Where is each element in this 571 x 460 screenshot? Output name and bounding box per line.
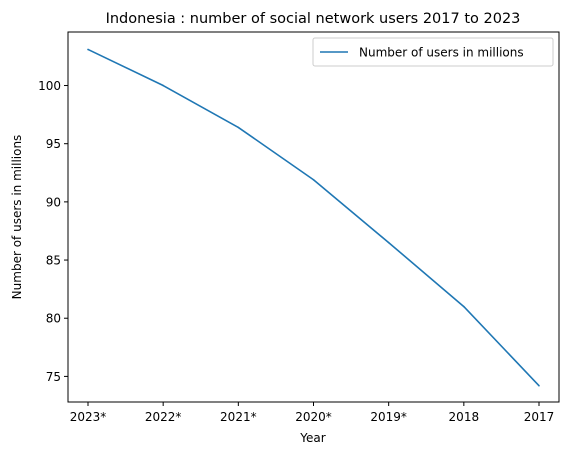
y-tick-label: 75 [46, 370, 61, 384]
x-tick-label: 2022* [145, 410, 182, 424]
data-point [388, 242, 390, 244]
y-tick-label: 90 [46, 195, 61, 209]
x-axis-label: Year [299, 431, 325, 445]
legend: Number of users in millions [313, 38, 553, 66]
legend-label: Number of users in millions [359, 46, 524, 60]
y-axis-ticks: 75 80 85 90 95 100 [38, 79, 68, 384]
x-tick-label: 2023* [70, 410, 107, 424]
data-point [162, 85, 164, 87]
x-tick-label: 2019* [370, 410, 407, 424]
y-tick-label: 85 [46, 254, 61, 268]
y-tick-label: 100 [38, 79, 61, 93]
data-point [313, 179, 315, 181]
x-tick-label: 2017 [524, 410, 555, 424]
y-tick-label: 80 [46, 312, 61, 326]
data-point [538, 385, 540, 387]
x-tick-label: 2018 [449, 410, 480, 424]
y-tick-label: 95 [46, 137, 61, 151]
series-line-0 [88, 49, 539, 385]
plot-frame [68, 32, 559, 402]
x-tick-label: 2021* [220, 410, 257, 424]
chart-title: Indonesia : number of social network use… [106, 11, 521, 27]
y-axis-label: Number of users in millions [10, 135, 24, 300]
x-tick-label: 2020* [295, 410, 332, 424]
series-layer [87, 49, 540, 387]
x-axis-ticks: 2023* 2022* 2021* 2020* 2019* 2018 2017 [70, 402, 555, 424]
data-point [238, 127, 240, 129]
data-point [87, 49, 89, 51]
data-point [463, 306, 465, 308]
